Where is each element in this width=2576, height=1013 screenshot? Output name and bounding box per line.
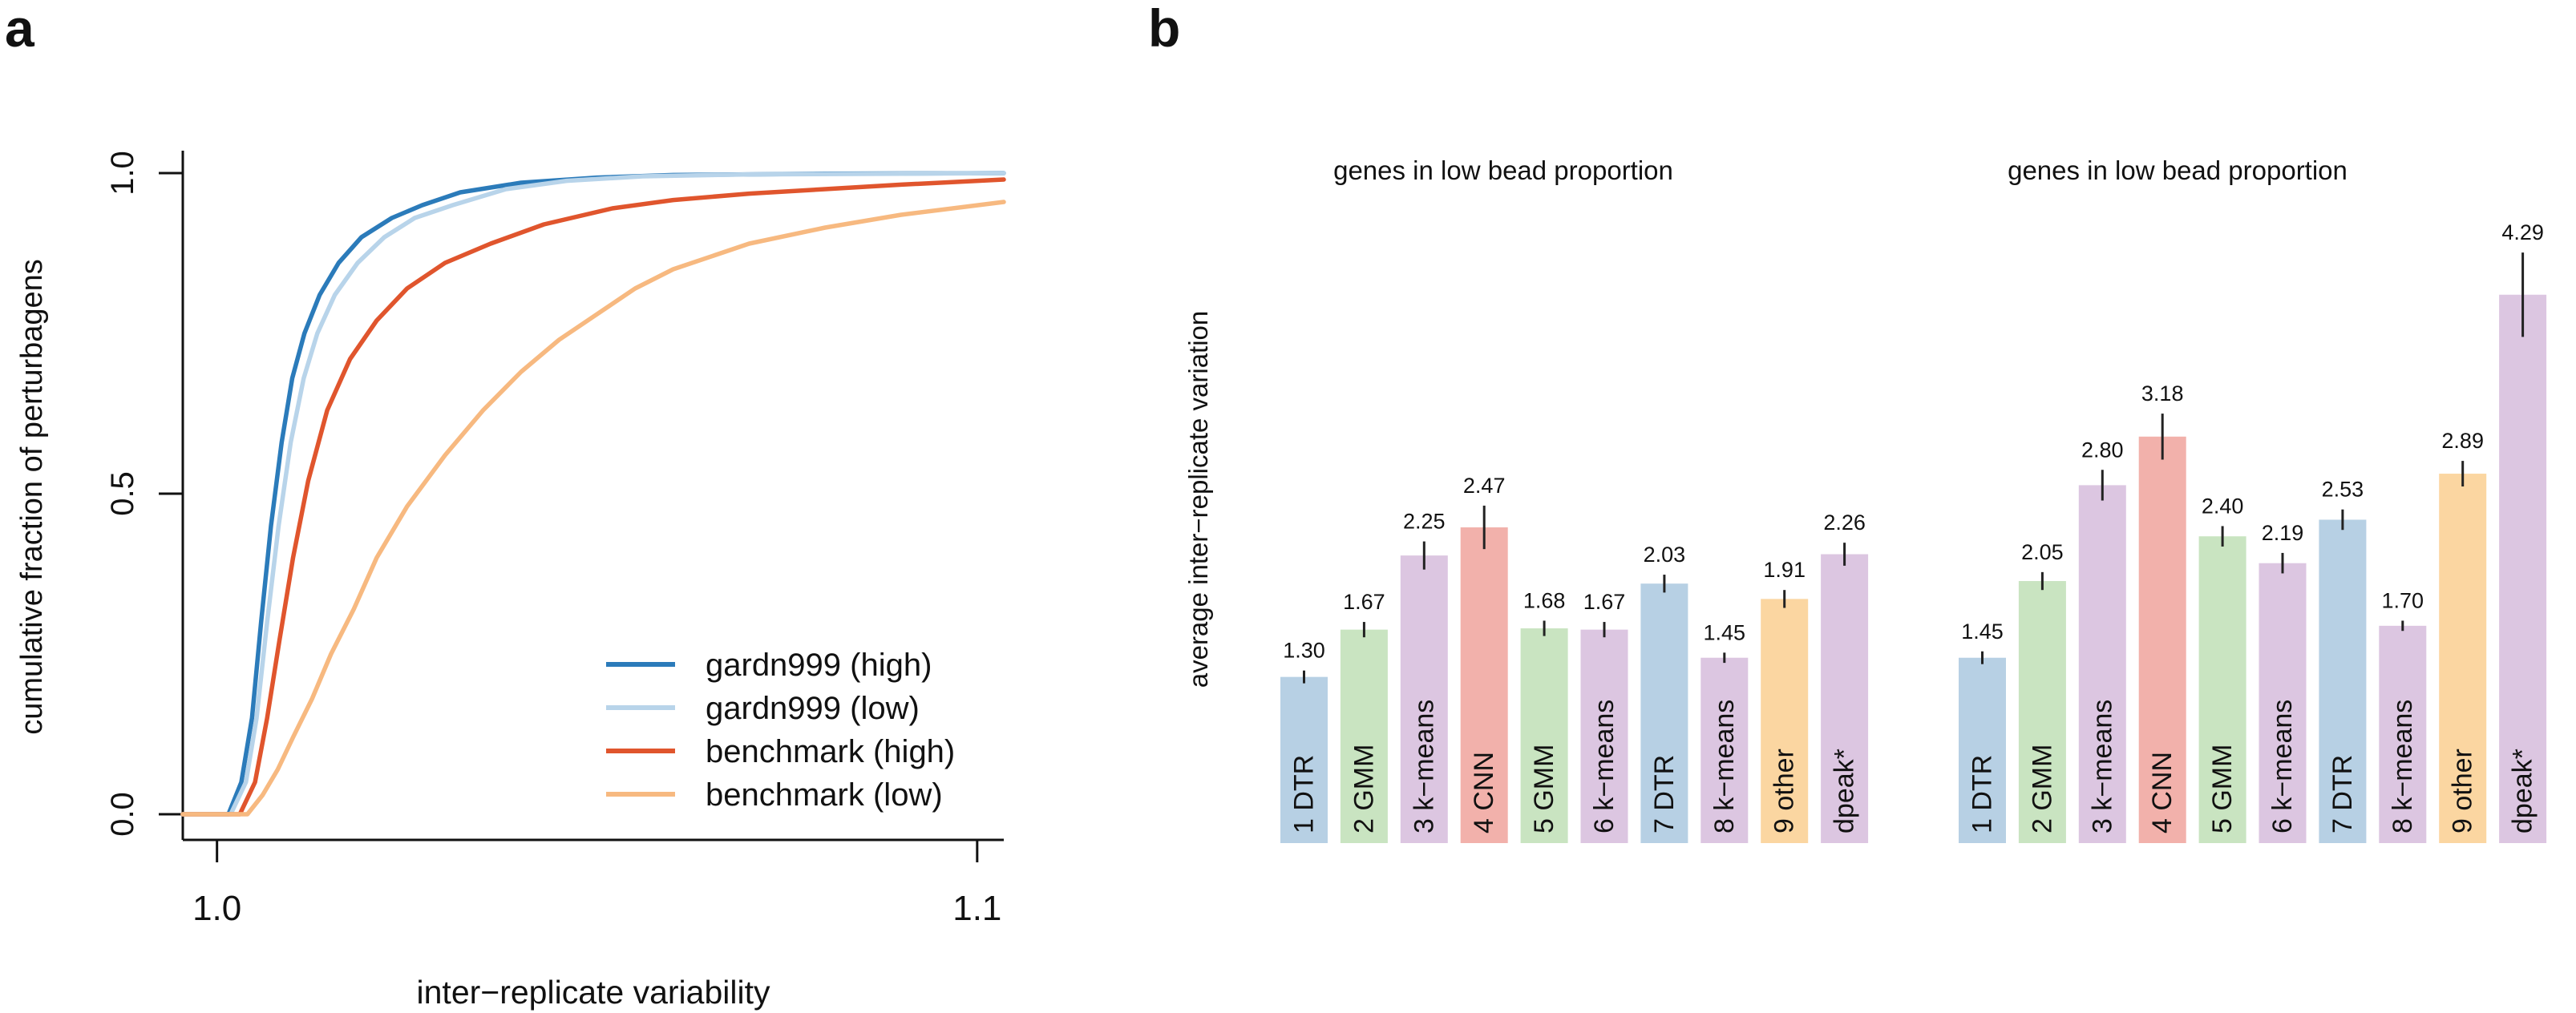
- bar: [2198, 536, 2246, 843]
- bar-value-label: 2.03: [1644, 543, 1686, 567]
- bar: [2259, 563, 2307, 843]
- bar-category-label: 5 GMM: [2207, 745, 2238, 833]
- legend: gardn999 (high) gardn999 (low) benchmark (…: [606, 648, 955, 813]
- bar-value-label: 1.70: [2382, 588, 2424, 612]
- y-axis-label: cumulative fraction of perturbagens: [15, 259, 49, 735]
- bar-chart-2-title: genes in low bead proportion: [2008, 155, 2348, 185]
- bar: [1340, 629, 1388, 843]
- bar-category-label: dpeak*: [2508, 749, 2538, 833]
- y-tick-label: 0.0: [105, 792, 140, 837]
- bar-category-label: 2 GMM: [1349, 745, 1379, 833]
- bar-value-label: 3.18: [2141, 381, 2184, 406]
- bar-value-label: 1.30: [1283, 639, 1325, 663]
- bar: [2078, 485, 2126, 843]
- bar-category-label: 7 DTR: [1649, 755, 1680, 833]
- bar: [1460, 527, 1508, 843]
- bar: [2379, 625, 2427, 843]
- bar: [2499, 294, 2547, 843]
- bar-category-label: 1 DTR: [1967, 755, 1998, 833]
- bar-category-label: 5 GMM: [1529, 745, 1559, 833]
- bar-value-label: 1.67: [1343, 590, 1385, 614]
- bar-category-label: 6 k−means: [1589, 700, 1620, 833]
- bar-category-label: 8 k−means: [2388, 700, 2418, 833]
- bar-category-label: 6 k−means: [2267, 700, 2298, 833]
- x-tick-label: 1.0: [192, 889, 241, 928]
- bar: [1959, 657, 2006, 843]
- bar-value-label: 2.47: [1463, 474, 1506, 498]
- legend-label: gardn999 (low): [706, 691, 920, 726]
- legend-label: gardn999 (high): [706, 648, 932, 683]
- bar: [1400, 555, 1448, 843]
- bar-chart-1: 1.30 1 DTR 1.67 2 GMM 2.25 3 k−means 2.47 4 CNN…: [1280, 474, 1869, 843]
- cdf-chart: 0.00.51.0 1.0 1.1 gardn999 (high)gardn999…: [15, 151, 1006, 1011]
- bar: [1640, 583, 1688, 843]
- bar: [1761, 599, 1809, 843]
- bar-value-label: 1.91: [1763, 558, 1806, 582]
- bar-category-label: 8 k−means: [1709, 700, 1740, 833]
- bar: [1520, 628, 1568, 843]
- series-line-4: [180, 200, 1006, 817]
- bar-category-label: 7 DTR: [2327, 755, 2358, 833]
- x-axis-label: inter−replicate variability: [417, 974, 770, 1011]
- series-line-2: [180, 171, 1006, 817]
- bar-value-label: 1.67: [1583, 590, 1626, 614]
- bar-category-label: 9 other: [2448, 749, 2478, 833]
- panel-label-a: a: [5, 0, 35, 58]
- bar-category-label: 4 CNN: [1469, 752, 1499, 833]
- bar-category-label: 4 CNN: [2147, 752, 2178, 833]
- bar-category-label: 2 GMM: [2027, 745, 2057, 833]
- bar-value-label: 1.45: [1961, 620, 2004, 644]
- bar-value-label: 1.45: [1704, 620, 1746, 644]
- series-line-3: [180, 177, 1006, 817]
- bar: [1821, 554, 1869, 843]
- bar-category-label: 9 other: [1769, 749, 1800, 833]
- bar: [2319, 519, 2367, 843]
- bar-category-label: 3 k−means: [2087, 700, 2117, 833]
- bar: [2138, 436, 2186, 843]
- bar-chart-1-title: genes in low bead proportion: [1333, 155, 1673, 185]
- bar: [2018, 581, 2066, 843]
- bar-value-label: 2.05: [2021, 540, 2064, 564]
- bar-category-label: 3 k−means: [1409, 700, 1439, 833]
- bar-charts: average inter−replicate variation genes …: [1183, 155, 2547, 843]
- bar-value-label: 2.19: [2262, 521, 2304, 545]
- bar: [1700, 657, 1749, 843]
- bar-value-label: 2.25: [1403, 510, 1446, 534]
- panel-label-b: b: [1148, 0, 1180, 58]
- bar-value-label: 2.26: [1823, 511, 1866, 535]
- bar-value-label: 2.89: [2441, 429, 2484, 453]
- bar-value-label: 1.68: [1523, 588, 1566, 612]
- bar-value-label: 2.53: [2322, 478, 2364, 502]
- bar-value-label: 2.80: [2081, 438, 2124, 462]
- bar-chart-2: 1.45 1 DTR 2.05 2 GMM 2.80 3 k−means 3.18 4 CNN…: [1959, 220, 2547, 843]
- bar: [2439, 474, 2487, 843]
- bar-value-label: 2.40: [2202, 494, 2244, 518]
- bar: [1280, 676, 1328, 843]
- x-tick-label: 1.1: [952, 889, 1001, 928]
- bar-value-label: 4.29: [2501, 220, 2544, 244]
- legend-label: benchmark (high): [706, 734, 955, 769]
- bar-category-label: 1 DTR: [1289, 755, 1320, 833]
- y-tick-label: 0.5: [105, 471, 140, 516]
- bar-category-label: dpeak*: [1830, 749, 1860, 833]
- bar-y-axis-label: average inter−replicate variation: [1183, 311, 1213, 688]
- y-tick-label: 1.0: [105, 151, 140, 196]
- bar: [1580, 629, 1628, 843]
- legend-label: benchmark (low): [706, 777, 943, 813]
